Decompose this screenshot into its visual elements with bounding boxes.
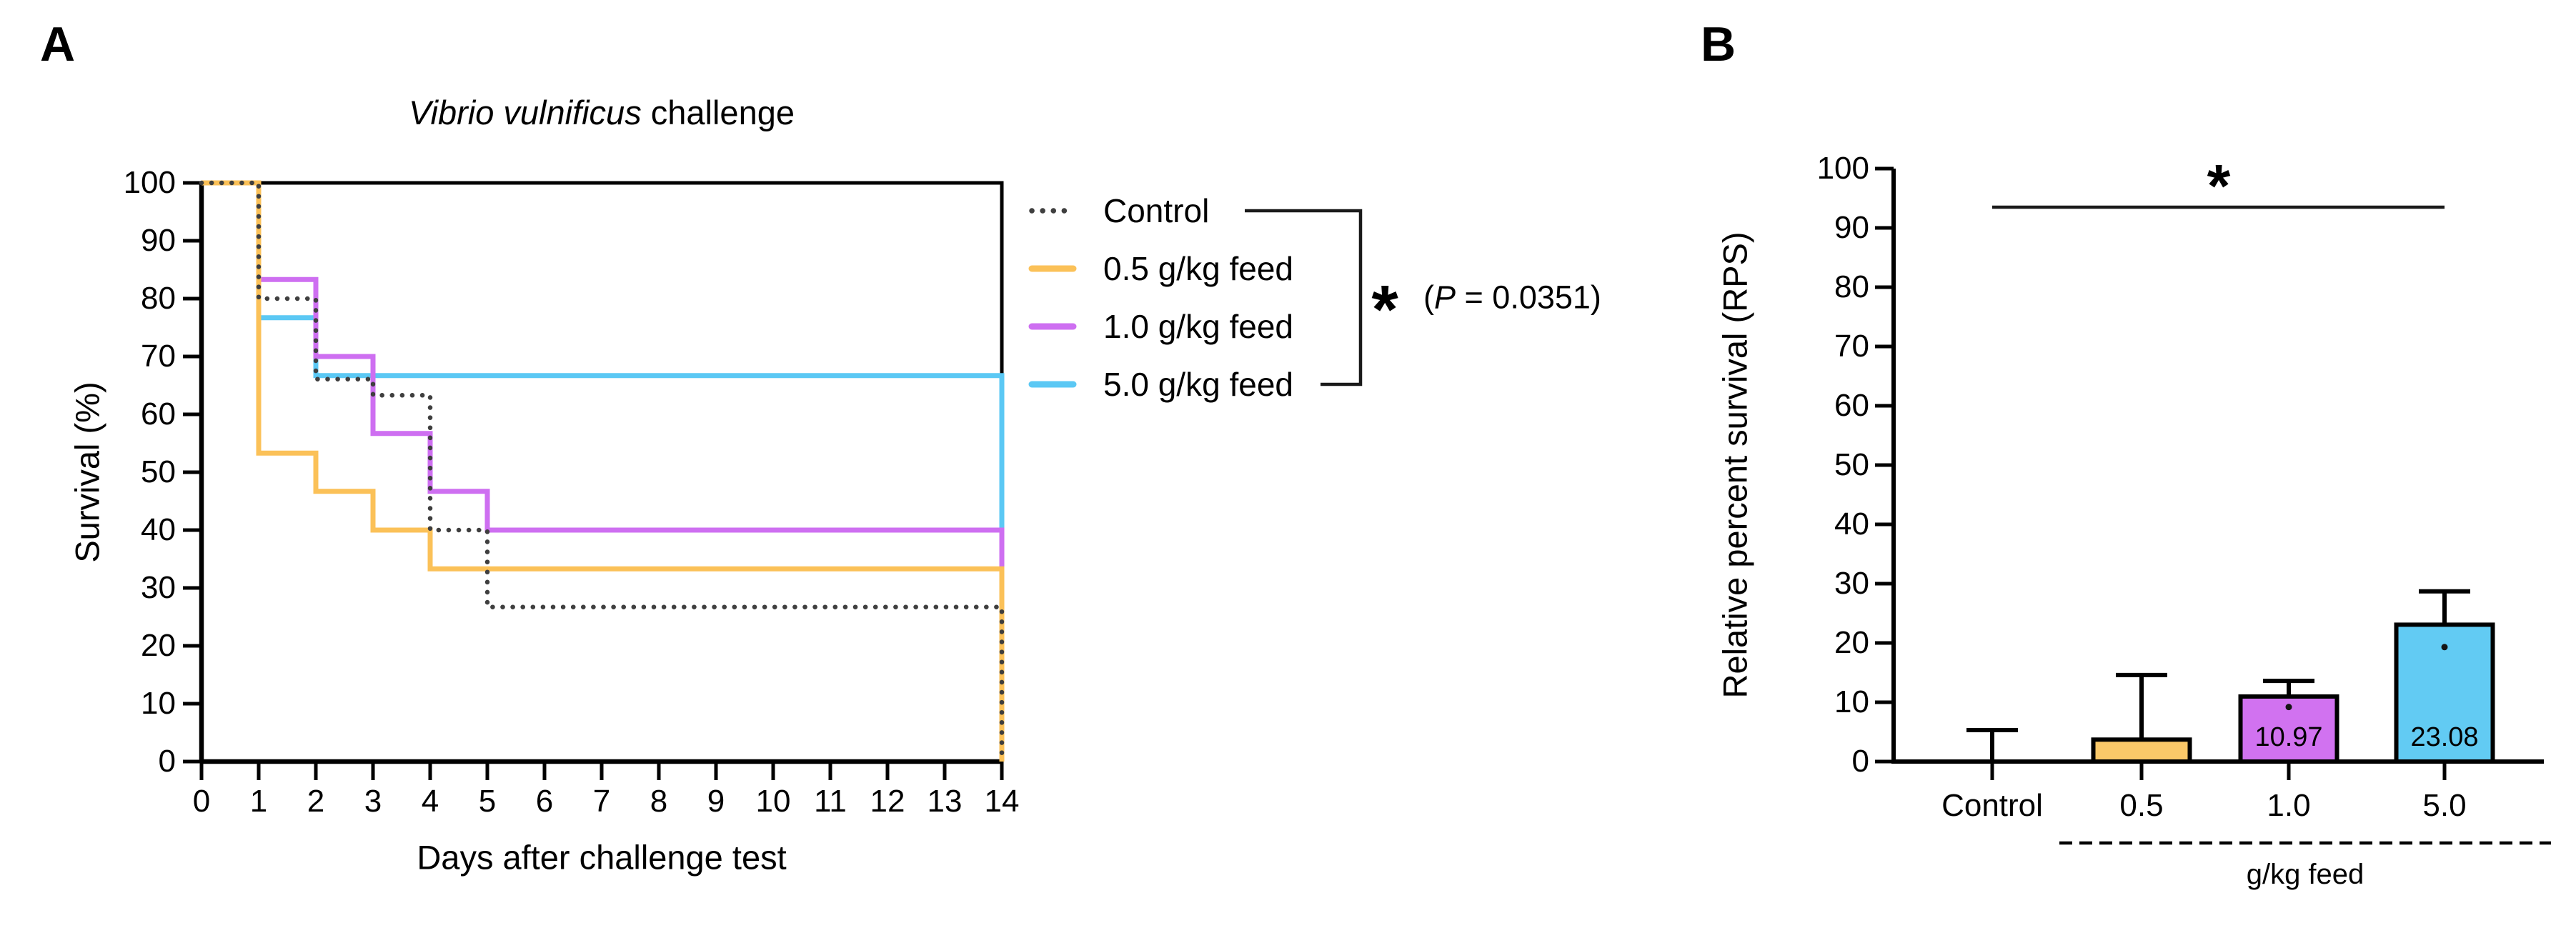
- panel-a-title-rest: challenge: [641, 94, 795, 131]
- panel-a-x-tick-label: 13: [927, 784, 963, 819]
- panel-a-x-tick-label: 11: [814, 784, 847, 819]
- panel-a-y-tick-label: 100: [123, 165, 176, 200]
- legend-label-1.0-g-kg-feed: 1.0 g/kg feed: [1103, 308, 1293, 345]
- survival-curve-5.0-g-kg-feed: [202, 180, 1005, 762]
- p-symbol: P: [1434, 279, 1456, 316]
- panel-a-x-tick-label: 7: [592, 784, 611, 819]
- rps-bar-5.0: [2394, 622, 2495, 764]
- panel-a-title-italic: Vibrio vulnificus: [409, 94, 642, 131]
- panel-a-y-tick-label: 30: [141, 570, 176, 605]
- category-label-5.0: 5.0: [2422, 788, 2467, 823]
- panel-b-y-tick-label: 30: [1834, 566, 1869, 601]
- panel-b-y-tick-label: 40: [1834, 507, 1869, 542]
- bar-value-label-1.0: 10.97: [2254, 722, 2323, 752]
- panel-a-y-tick-label: 80: [141, 281, 176, 316]
- panel-b-y-tick-label: 20: [1834, 625, 1869, 660]
- panel-a-x-tick-label: 10: [755, 784, 791, 819]
- panel-b-y-tick-label: 60: [1834, 388, 1869, 423]
- panel-a-x-tick-label: 8: [650, 784, 668, 819]
- panel-a-y-tick-label: 40: [141, 512, 176, 547]
- panel-a-x-tick-label: 14: [984, 784, 1020, 819]
- panel-a-plot-frame: [199, 181, 1004, 764]
- panel-a-y-tick-label: 10: [141, 686, 176, 721]
- panel-a-x-tick-label: 1: [249, 784, 268, 819]
- bar-value-label-5.0: 23.08: [2410, 722, 2479, 752]
- panel-a-y-tick-label: 0: [158, 744, 176, 779]
- panel-a-x-tick-label: 3: [364, 784, 382, 819]
- survival-curve-0.5-g-kg-feed: [202, 180, 1005, 762]
- panel-a-title: Vibrio vulnificus challenge: [409, 96, 795, 129]
- panel-a-x-tick-label: 9: [707, 784, 725, 819]
- panel-a-x-tick-label: 2: [307, 784, 325, 819]
- panel-a-x-tick-label: 4: [421, 784, 439, 819]
- survival-curve-control: [199, 180, 1005, 764]
- panel-b-y-tick-label: 90: [1834, 210, 1869, 245]
- category-label-0.5: 0.5: [2119, 788, 2164, 823]
- panel-a-x-axis-title: Days after challenge test: [417, 838, 787, 877]
- panel-a-y-tick-label: 50: [141, 454, 176, 489]
- panel-a-significance-asterisk: *: [1371, 271, 1398, 348]
- data-point-dot: [2441, 644, 2448, 651]
- category-label-control: Control: [1941, 788, 2043, 823]
- panel-b-letter: B: [1701, 17, 1736, 71]
- panel-a-p-value: (P = 0.0351): [1423, 281, 1601, 314]
- panel-b-y-tick-label: 10: [1834, 684, 1869, 719]
- panel-a-letter: A: [40, 17, 76, 71]
- panel-b-y-tick-label: 0: [1851, 744, 1869, 779]
- p-open: (: [1423, 279, 1434, 316]
- survival-curve-1.0-g-kg-feed: [202, 180, 1005, 762]
- panel-a-y-tick-label: 20: [141, 628, 176, 663]
- panel-a-x-tick-label: 5: [478, 784, 497, 819]
- panel-b-significance-asterisk: *: [2207, 152, 2231, 219]
- legend-label-control: Control: [1103, 192, 1210, 229]
- panel-b-y-axis-title: Relative percent survival (RPS): [1716, 231, 1754, 699]
- panel-b-y-tick-label: 50: [1834, 447, 1869, 482]
- panel-b-y-tick-label: 100: [1816, 151, 1869, 186]
- panel-a-significance-bracket: [1245, 209, 1363, 386]
- panel-a-x-tick-label: 0: [192, 784, 211, 819]
- panel-b-group-axis-label: g/kg feed: [2246, 859, 2364, 890]
- rps-bar-0.5: [2091, 737, 2192, 764]
- panel-b-y-tick-label: 70: [1834, 329, 1869, 364]
- panel-a-y-tick-label: 60: [141, 396, 176, 431]
- p-rest: = 0.0351): [1456, 279, 1601, 316]
- legend-label-5.0-g-kg-feed: 5.0 g/kg feed: [1103, 366, 1293, 403]
- data-point-dot: [2285, 704, 2292, 711]
- panel-a-y-tick-label: 70: [141, 339, 176, 374]
- panel-a-x-tick-label: 6: [535, 784, 554, 819]
- panel-a-x-tick-label: 12: [870, 784, 905, 819]
- category-label-1.0: 1.0: [2267, 788, 2311, 823]
- panel-a-y-tick-label: 90: [141, 223, 176, 258]
- panel-b-y-tick-label: 80: [1834, 269, 1869, 304]
- legend-label-0.5-g-kg-feed: 0.5 g/kg feed: [1103, 250, 1293, 287]
